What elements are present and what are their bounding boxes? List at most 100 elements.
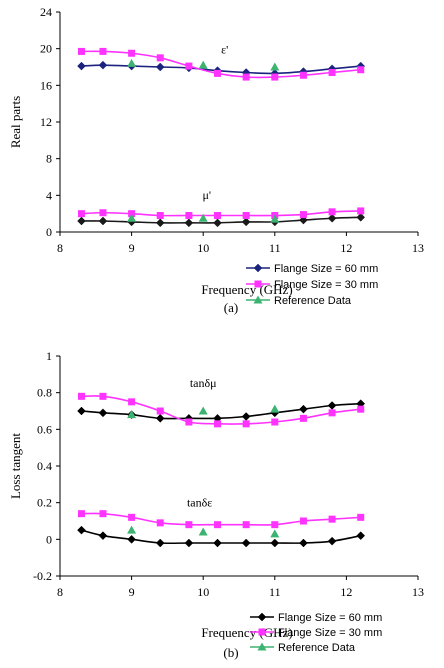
- data-point: [328, 208, 336, 216]
- data-point: [299, 404, 308, 414]
- data-point: [357, 66, 365, 74]
- data-point: [98, 531, 108, 541]
- series-line: [81, 64, 361, 75]
- data-point: [270, 529, 280, 538]
- data-point: [328, 69, 336, 76]
- data-point: [241, 217, 251, 227]
- series-3: [77, 207, 365, 219]
- data-point: [271, 73, 279, 81]
- data-point: [270, 62, 280, 71]
- y-axis-label: Loss tangent: [8, 433, 23, 499]
- x-axis-label: Frequency (GHz): [201, 625, 292, 640]
- series-line: [81, 512, 361, 526]
- data-point: [242, 420, 250, 428]
- data-point: [357, 513, 365, 521]
- data-point: [99, 209, 107, 217]
- y-tick-label: 0: [46, 225, 52, 239]
- data-point: [128, 210, 136, 218]
- data-point: [242, 521, 250, 529]
- chart-panel-b: -0.2 0 0.2 0.4 0.6 0.8 1 8 9 10 11 12 13 Frequency (G…: [8, 349, 424, 660]
- data-point: [127, 213, 137, 222]
- data-point: [77, 47, 85, 55]
- y-tick-label: 12: [40, 115, 52, 129]
- data-point: [357, 207, 365, 215]
- legend-label: Flange Size = 30 mm: [278, 627, 382, 639]
- data-point: [299, 414, 307, 422]
- data-point: [242, 212, 250, 219]
- data-point: [299, 211, 307, 219]
- series-line: [81, 529, 361, 545]
- data-point: [98, 60, 108, 70]
- x-tick-label: 13: [412, 241, 424, 255]
- data-point: [127, 525, 137, 534]
- data-point: [328, 515, 336, 523]
- data-point: [99, 47, 107, 55]
- data-point: [155, 62, 165, 72]
- legend-marker: [257, 612, 267, 622]
- data-point: [327, 401, 337, 410]
- data-point: [77, 216, 86, 226]
- series-4: [127, 404, 280, 538]
- x-tick-label: 11: [269, 241, 281, 255]
- data-point: [77, 392, 85, 400]
- y-tick-label: 0: [46, 532, 52, 546]
- y-tick-label: 0.6: [37, 422, 52, 436]
- y-tick-label: 0.2: [37, 496, 52, 510]
- x-tick-label: 11: [269, 585, 281, 599]
- y-tick-label: 0.8: [37, 386, 52, 400]
- y-tick-label: 1: [46, 349, 52, 363]
- legend-label: Reference Data: [274, 295, 352, 307]
- x-tick-label: 8: [57, 241, 63, 255]
- y-tick-label: -0.2: [33, 569, 52, 583]
- y-tick-label: 20: [40, 42, 52, 56]
- data-point: [270, 404, 280, 413]
- data-point: [214, 420, 222, 428]
- chart-panel-a: 0 4 8 12 16 20 24 8 9 10 11 12 13 Frequency (GHz) Real…: [8, 5, 424, 315]
- legend: Flange Size = 60 mm Flange Size = 30 mm Re…: [250, 612, 382, 654]
- annotation-label: tanδε: [187, 495, 212, 509]
- x-tick-label: 12: [340, 241, 352, 255]
- x-tick-label: 8: [57, 585, 63, 599]
- data-point: [99, 392, 107, 400]
- data-point: [214, 521, 222, 529]
- x-axis-label: Frequency (GHz): [201, 282, 292, 297]
- data-point: [127, 534, 136, 544]
- data-point: [299, 71, 307, 79]
- data-point: [198, 60, 208, 69]
- series-line: [81, 402, 361, 420]
- data-point: [184, 538, 194, 548]
- series-0: [77, 60, 366, 78]
- data-point: [156, 519, 164, 527]
- series-line: [81, 395, 361, 425]
- data-point: [270, 214, 280, 223]
- data-point: [241, 538, 251, 548]
- series-4: [127, 58, 280, 223]
- legend-marker: [253, 263, 263, 273]
- data-point: [156, 212, 164, 219]
- data-point: [77, 525, 86, 535]
- data-point: [241, 412, 251, 421]
- x-tick-label: 9: [129, 585, 135, 599]
- data-point: [185, 62, 193, 70]
- y-axis-label: Real parts: [8, 96, 23, 148]
- data-point: [128, 513, 136, 521]
- data-point: [128, 49, 136, 57]
- annotation-label: μ': [202, 188, 211, 202]
- data-point: [356, 531, 366, 541]
- data-point: [155, 538, 165, 548]
- data-point: [77, 510, 85, 518]
- data-point: [185, 521, 193, 529]
- data-point: [185, 212, 193, 219]
- y-tick-label: 16: [40, 78, 52, 92]
- data-point: [271, 418, 279, 426]
- y-tick-label: 24: [40, 5, 52, 19]
- data-point: [77, 61, 86, 71]
- data-point: [155, 218, 165, 228]
- data-point: [299, 517, 307, 525]
- y-tick-label: 0.4: [37, 459, 52, 473]
- series-3: [77, 510, 365, 529]
- data-point: [156, 54, 164, 62]
- legend-marker: [257, 642, 267, 651]
- legend-marker: [254, 280, 262, 288]
- series-1: [77, 525, 366, 548]
